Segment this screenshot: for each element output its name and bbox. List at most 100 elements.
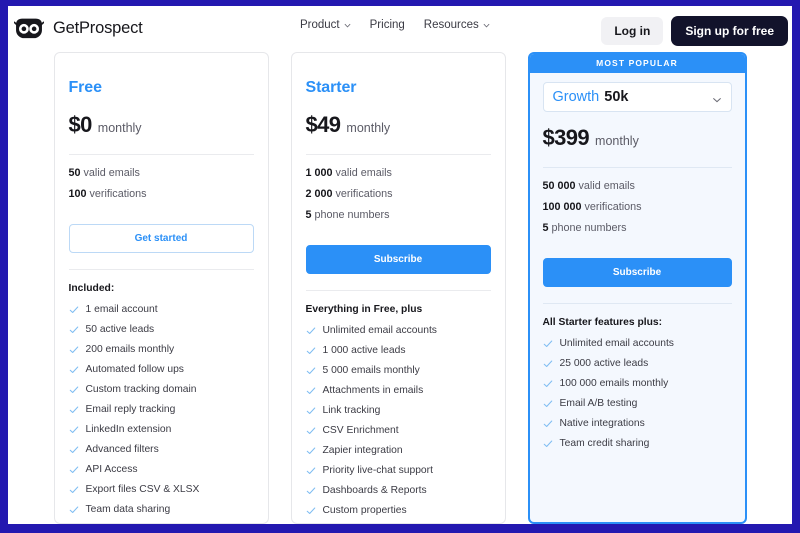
list-item: Email A/B testing: [543, 398, 732, 410]
quota-label: verifications: [584, 200, 642, 213]
quota-label: valid emails: [335, 167, 392, 179]
price-period: monthly: [346, 121, 391, 135]
feature-label: LinkedIn extension: [85, 423, 172, 435]
feature-label: Team credit sharing: [559, 437, 650, 449]
subscribe-button-growth[interactable]: Subscribe: [542, 257, 732, 287]
check-icon: [69, 505, 79, 515]
quota-label: verifications: [335, 187, 393, 200]
quota-value: 50 000: [542, 180, 576, 192]
price-amount: $49: [305, 112, 342, 137]
check-icon: [306, 486, 316, 496]
chevron-down-icon: [344, 22, 351, 29]
pricing-card-free: Free $0 monthly 50 valid emails 100 veri…: [53, 52, 269, 524]
list-item: Email reply tracking: [69, 404, 254, 416]
quota-item: 1 000 valid emails: [306, 167, 491, 180]
quota-item: 5 phone numbers: [543, 221, 732, 235]
owl-logo-icon: [13, 18, 45, 39]
quota-item: 100 verifications: [69, 188, 254, 201]
chevron-down-icon: [483, 22, 490, 29]
list-item: Automated follow ups: [69, 364, 254, 376]
subscribe-button-starter[interactable]: Subscribe: [305, 244, 491, 274]
get-started-button[interactable]: Get started: [68, 223, 254, 253]
plan-select-name: Growth: [552, 89, 600, 105]
pricing-page: GetProspect Product Pricing Resources Lo…: [8, 6, 792, 524]
feature-list-growth: Unlimited email accounts 25 000 active l…: [543, 338, 732, 458]
list-item: 25 000 active leads: [543, 358, 732, 370]
feature-label: Advanced filters: [85, 443, 159, 455]
plan-name-starter: Starter: [305, 79, 357, 96]
feature-label: Custom properties: [322, 504, 407, 516]
check-icon: [306, 466, 316, 476]
list-item: 5 000 emails monthly: [306, 365, 491, 377]
quota-label: phone numbers: [551, 221, 627, 234]
features-heading: Everything in Free, plus: [305, 303, 423, 315]
feature-label: 1 000 active leads: [322, 344, 406, 356]
main-nav: Product Pricing Resources: [300, 19, 490, 31]
quota-label: valid emails: [578, 180, 635, 192]
list-item: 1 000 active leads: [306, 345, 491, 357]
price-period: monthly: [595, 134, 639, 148]
quota-item: 50 valid emails: [68, 167, 254, 180]
nav-item-pricing[interactable]: Pricing: [370, 19, 405, 31]
most-popular-badge: MOST POPULAR: [529, 54, 745, 73]
quota-value: 5: [305, 208, 312, 221]
check-icon: [306, 506, 316, 516]
sign-up-button[interactable]: Sign up for free: [671, 16, 788, 46]
feature-list-free: 1 email account 50 active leads 200 emai…: [69, 304, 254, 524]
feature-label: 25 000 active leads: [559, 357, 649, 369]
feature-label: 50 active leads: [85, 323, 155, 335]
list-item: 1 email account: [69, 304, 254, 316]
list-item: Zapier integration: [306, 445, 491, 457]
plan-size-select[interactable]: Growth 50k: [542, 82, 732, 112]
feature-label: 200 emails monthly: [85, 343, 175, 355]
list-item: API Access: [69, 464, 254, 476]
features-heading: All Starter features plus:: [542, 316, 663, 328]
quota-value: 2 000: [305, 187, 333, 200]
pricing-card-growth: MOST POPULAR Growth 50k $399 monthly 50: [527, 52, 747, 524]
price-amount: $0: [68, 112, 93, 137]
check-icon: [543, 399, 553, 409]
check-icon: [306, 326, 316, 336]
feature-label: Priority live-chat support: [322, 464, 433, 476]
pricing-card-starter: Starter $49 monthly 1 000 valid emails 2…: [290, 52, 506, 524]
list-item: Link tracking: [306, 405, 491, 417]
quota-list-free: 50 valid emails 100 verifications: [68, 167, 254, 210]
divider: [68, 154, 254, 155]
feature-label: Unlimited email accounts: [559, 337, 674, 349]
list-item: Advanced filters: [69, 444, 254, 456]
check-icon: [306, 406, 316, 416]
feature-label: Email reply tracking: [85, 403, 176, 415]
list-item: Unlimited email accounts: [306, 325, 491, 337]
quota-value: 50: [68, 167, 81, 179]
quota-label: valid emails: [83, 167, 140, 179]
feature-label: 100 000 emails monthly: [559, 377, 669, 389]
quota-item: 50 000 valid emails: [542, 180, 732, 193]
plan-name-free: Free: [68, 79, 103, 96]
feature-label: Native integrations: [559, 417, 645, 429]
list-item: Native integrations: [543, 418, 732, 430]
plan-price-growth: $399 monthly: [543, 125, 732, 151]
feature-label: Automated follow ups: [85, 363, 184, 375]
quota-value: 100 000: [542, 200, 582, 213]
check-icon: [306, 346, 316, 356]
check-icon: [69, 365, 79, 375]
check-icon: [306, 446, 316, 456]
divider: [305, 154, 491, 155]
list-item: 100 000 emails monthly: [543, 378, 732, 390]
quota-item: 5 phone numbers: [305, 208, 491, 222]
log-in-button[interactable]: Log in: [601, 17, 664, 45]
feature-label: Zapier integration: [322, 444, 403, 456]
nav-item-product-label: Product: [300, 19, 340, 31]
nav-item-resources[interactable]: Resources: [424, 19, 490, 31]
feature-list-starter: Unlimited email accounts 1 000 active le…: [306, 325, 491, 524]
feature-label: Unlimited email accounts: [322, 324, 437, 336]
features-heading: Included:: [68, 282, 115, 294]
plan-price-starter: $49 monthly: [306, 112, 491, 138]
brand-logo[interactable]: GetProspect: [13, 18, 143, 39]
check-icon: [306, 366, 316, 376]
nav-item-product[interactable]: Product: [300, 19, 351, 31]
list-item: Team data sharing: [69, 504, 254, 516]
check-icon: [69, 465, 79, 475]
check-icon: [543, 339, 553, 349]
